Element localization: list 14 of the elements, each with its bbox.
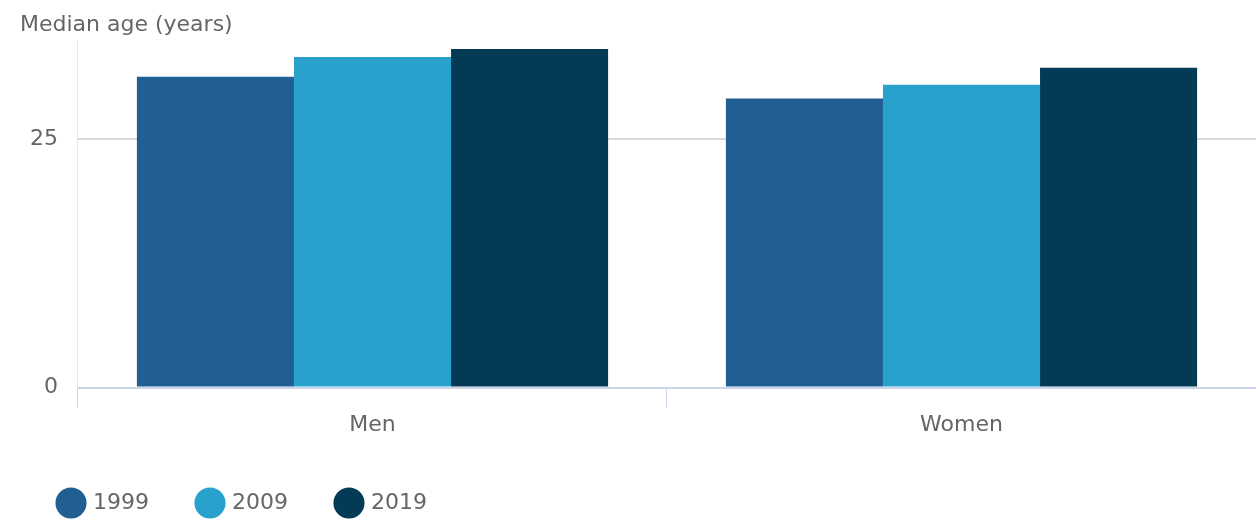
bar bbox=[293, 56, 452, 387]
bar bbox=[451, 48, 609, 387]
bar bbox=[725, 98, 883, 387]
legend-label: 1999 bbox=[93, 488, 149, 514]
y-axis-title: Median age (years) bbox=[20, 10, 233, 36]
x-tick-label: Men bbox=[349, 410, 396, 436]
bar bbox=[136, 76, 294, 387]
x-tick-label: Women bbox=[920, 410, 1003, 436]
bar bbox=[1040, 67, 1198, 387]
legend-label: 2019 bbox=[370, 488, 427, 514]
legend-label: 2009 bbox=[231, 488, 288, 514]
bar bbox=[882, 84, 1041, 387]
y-tick-label: 0 bbox=[43, 373, 58, 399]
y-tick-label: 25 bbox=[29, 125, 58, 151]
